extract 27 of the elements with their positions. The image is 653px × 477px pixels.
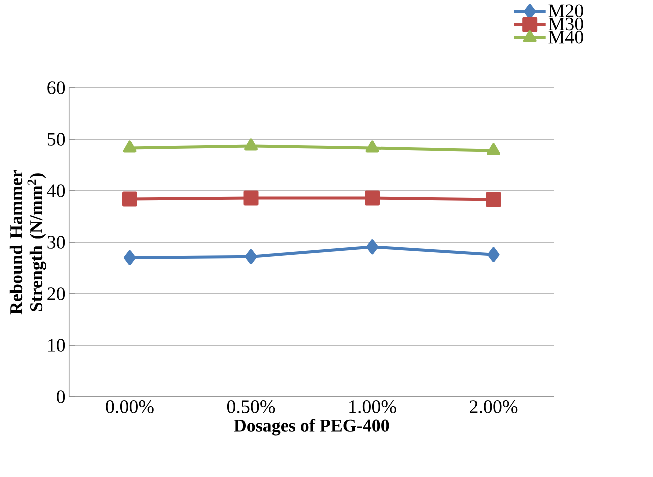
x-tick-label: 0.00% xyxy=(106,400,154,414)
x-tick-label: 2.00% xyxy=(470,400,518,414)
y-tick-label: 60 xyxy=(48,82,66,94)
y-tick-label: 40 xyxy=(47,184,66,198)
point xyxy=(122,192,138,207)
y-tick-label: 30 xyxy=(48,236,66,249)
point xyxy=(366,240,378,255)
point xyxy=(244,190,259,206)
x-tick-label: 1.00% xyxy=(350,400,396,414)
legend-label: M20 xyxy=(548,4,584,18)
y-tick-label: 10 xyxy=(48,339,66,352)
y-tick-label: 20 xyxy=(48,288,66,300)
x-tick-label: 0.50% xyxy=(227,400,276,414)
y-tick-label: 50 xyxy=(48,133,66,146)
point xyxy=(244,138,258,151)
point xyxy=(488,247,500,262)
point xyxy=(123,140,137,153)
x-axis-title: Dosages of PEG-400 xyxy=(234,419,390,436)
point xyxy=(124,250,136,266)
point xyxy=(487,143,500,156)
point xyxy=(366,140,380,153)
point xyxy=(486,192,502,208)
point xyxy=(245,249,258,264)
legend-label: M40 xyxy=(548,30,584,44)
point xyxy=(365,190,380,206)
legend-label: M30 xyxy=(548,18,584,31)
y-tick-label: 0 xyxy=(57,390,66,404)
